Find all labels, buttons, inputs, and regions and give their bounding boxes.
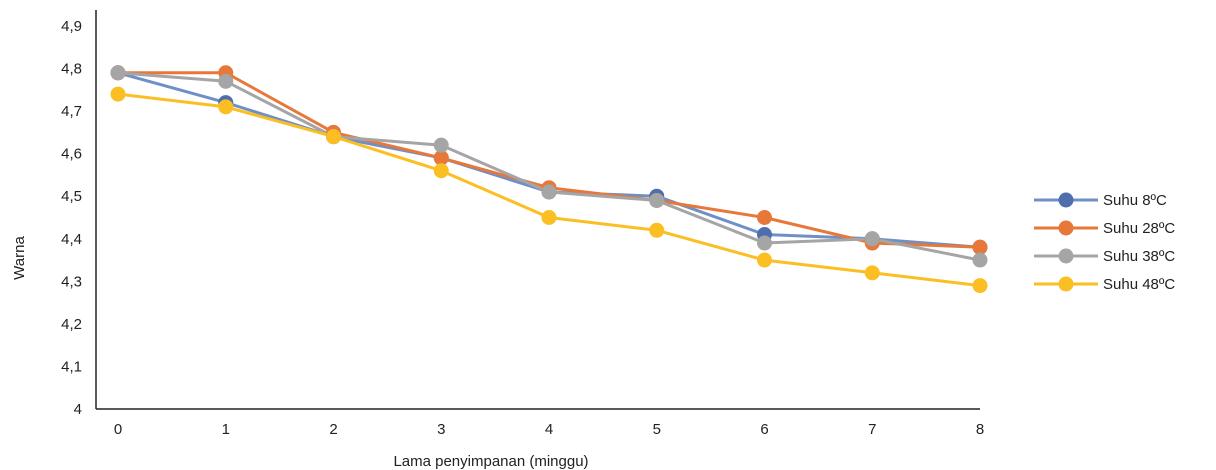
y-tick-label: 4 [74, 401, 82, 418]
data-point [218, 99, 234, 115]
legend-label: Suhu 28ºC [1103, 220, 1175, 237]
y-tick-label: 4,9 [61, 18, 82, 35]
x-tick-label: 4 [545, 421, 553, 438]
y-axis-title: Warna [11, 236, 28, 280]
x-tick-label: 0 [114, 421, 122, 438]
x-tick-label: 8 [976, 421, 984, 438]
y-tick-label: 4,7 [61, 103, 82, 120]
legend: Suhu 8ºC Suhu 28ºC Suhu 38ºC Suhu 48ºC [1034, 192, 1175, 293]
plot-area: 4 4,1 4,2 4,3 4,4 4,5 4,6 4,7 4,8 4,9 0 1 2 3 4 5 6 7 8 [61, 10, 988, 438]
data-point [972, 252, 988, 268]
x-tick-label: 7 [868, 421, 876, 438]
data-point [326, 129, 341, 145]
x-tick-label: 3 [437, 421, 445, 438]
data-point [110, 65, 126, 81]
x-axis-title: Lama penyimpanan (minggu) [393, 453, 588, 470]
x-tick-label: 6 [760, 421, 768, 438]
data-point [649, 192, 665, 208]
y-tick-label: 4,1 [61, 358, 82, 375]
series-markers [110, 65, 988, 294]
legend-swatch-marker [1058, 220, 1074, 236]
data-point [864, 231, 880, 247]
legend-swatch-marker [1058, 192, 1074, 208]
data-point [972, 278, 988, 294]
data-point [972, 239, 988, 255]
data-point [541, 184, 557, 200]
series-line [117, 71, 981, 262]
legend-swatch-marker [1058, 276, 1074, 292]
y-tick-label: 4,3 [61, 273, 82, 290]
data-point [433, 137, 449, 153]
x-tick-label: 5 [653, 421, 661, 438]
y-tick-label: 4,6 [61, 146, 82, 163]
x-tick-labels: 0 1 2 3 4 5 6 7 8 [114, 421, 984, 438]
data-point [649, 222, 665, 238]
data-point [864, 265, 880, 281]
x-tick-label: 1 [222, 421, 230, 438]
series-lines [117, 71, 981, 288]
data-point [110, 86, 126, 102]
data-point [541, 210, 557, 225]
legend-label: Suhu 8ºC [1103, 192, 1167, 209]
x-tick-label: 2 [329, 421, 337, 438]
legend-label: Suhu 48ºC [1103, 276, 1175, 293]
legend-label: Suhu 38ºC [1103, 248, 1175, 265]
y-tick-label: 4,4 [61, 231, 82, 248]
y-tick-label: 4,2 [61, 316, 82, 333]
y-tick-label: 4,5 [61, 188, 82, 205]
data-point [757, 235, 772, 251]
legend-swatch-marker [1058, 248, 1074, 264]
y-tick-label: 4,8 [61, 61, 82, 78]
y-tick-labels: 4 4,1 4,2 4,3 4,4 4,5 4,6 4,7 4,8 4,9 [61, 18, 82, 418]
data-point [218, 73, 234, 89]
data-point [757, 210, 772, 225]
data-point [433, 163, 449, 179]
data-point [757, 252, 772, 268]
data-point [433, 150, 449, 166]
